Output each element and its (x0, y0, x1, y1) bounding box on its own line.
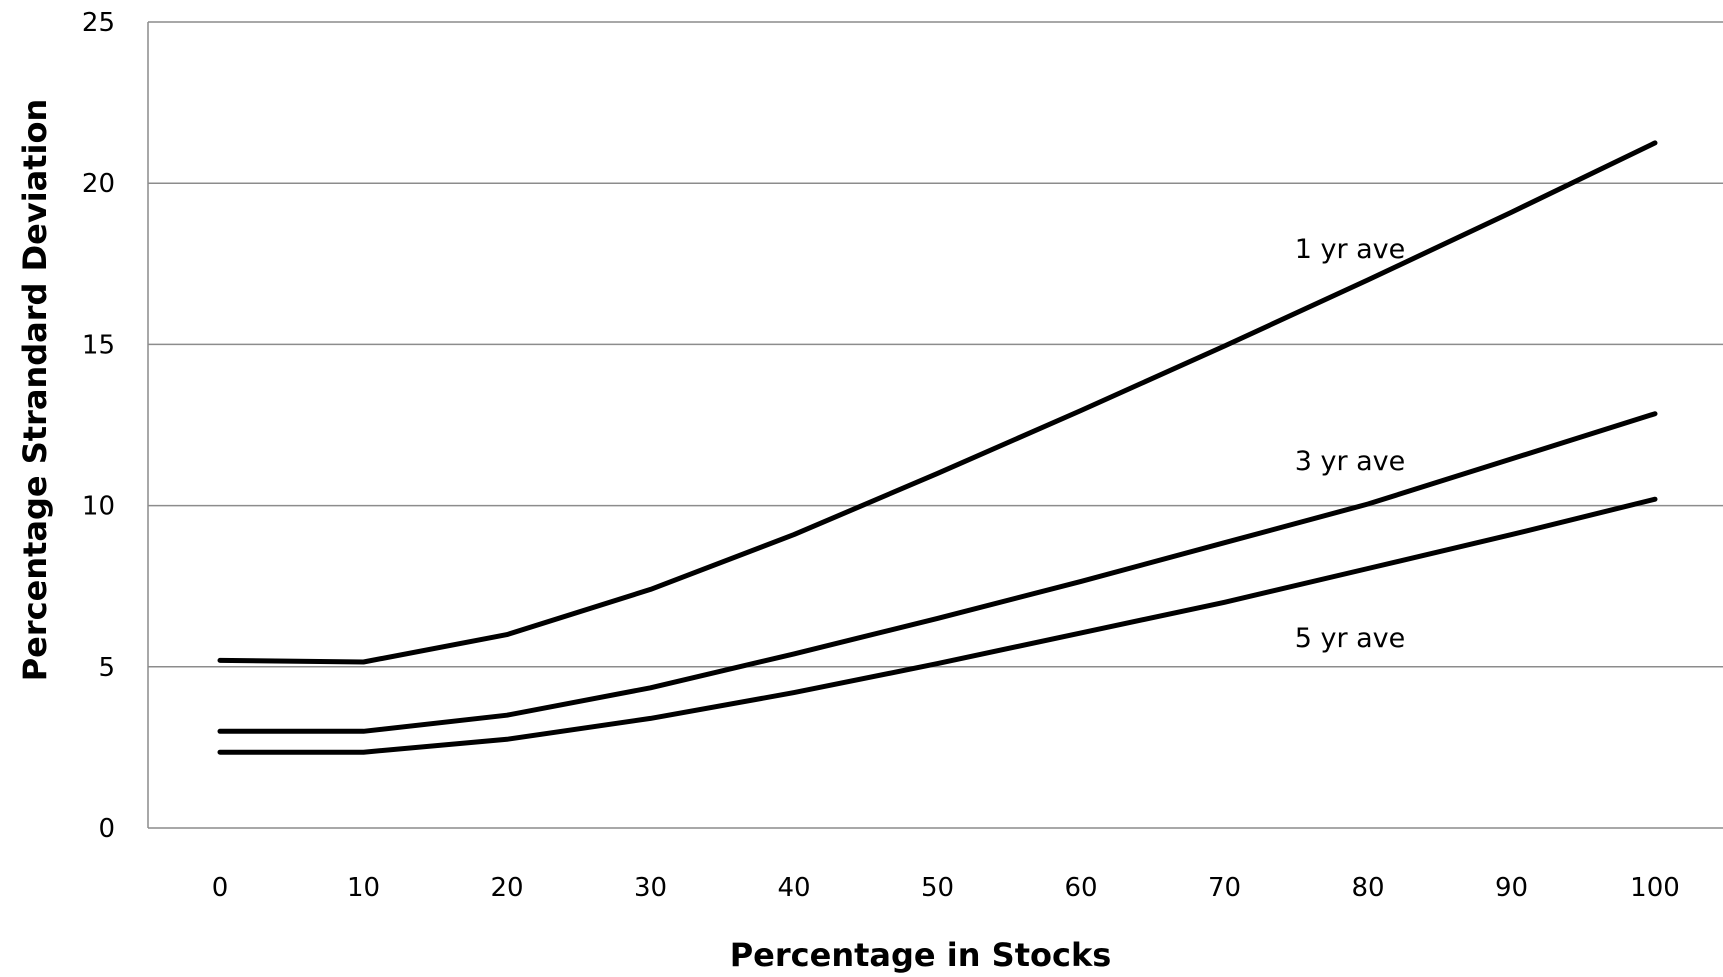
series-labels: 1 yr ave 3 yr ave 5 yr ave (1295, 234, 1406, 654)
series-label: 1 yr ave (1295, 234, 1406, 265)
y-tick-label: 5 (98, 653, 115, 683)
x-axis-title: Percentage in Stocks (730, 936, 1112, 974)
x-tick-label: 80 (1351, 873, 1384, 903)
y-tick-label: 15 (82, 330, 115, 360)
x-tick-label: 40 (777, 873, 810, 903)
series-label: 3 yr ave (1295, 446, 1406, 477)
x-tick-label: 0 (212, 873, 229, 903)
x-tick-label: 30 (634, 873, 667, 903)
series-line-3 (217, 496, 1658, 755)
x-tick-label: 70 (1208, 873, 1241, 903)
y-tick-label: 20 (82, 169, 115, 199)
x-tick-label: 10 (347, 873, 380, 903)
series-line-1 (217, 140, 1658, 665)
series-label: 5 yr ave (1295, 623, 1406, 654)
series-lines (217, 140, 1658, 755)
x-tick-label: 20 (490, 873, 523, 903)
x-tick-label: 100 (1630, 873, 1680, 903)
y-tick-label: 10 (82, 492, 115, 522)
y-tick-label: 25 (82, 8, 115, 38)
y-axis-title: Percentage Strandard Deviation (16, 99, 54, 682)
axes: 0 5 10 15 20 25 0 10 20 30 40 50 60 70 80 90 100 (82, 8, 1723, 903)
gridlines (148, 21, 1723, 668)
x-tick-label: 90 (1495, 873, 1528, 903)
x-tick-label: 50 (921, 873, 954, 903)
x-tick-label: 60 (1064, 873, 1097, 903)
y-tick-label: 0 (98, 814, 115, 844)
series-line-2 (217, 411, 1658, 734)
